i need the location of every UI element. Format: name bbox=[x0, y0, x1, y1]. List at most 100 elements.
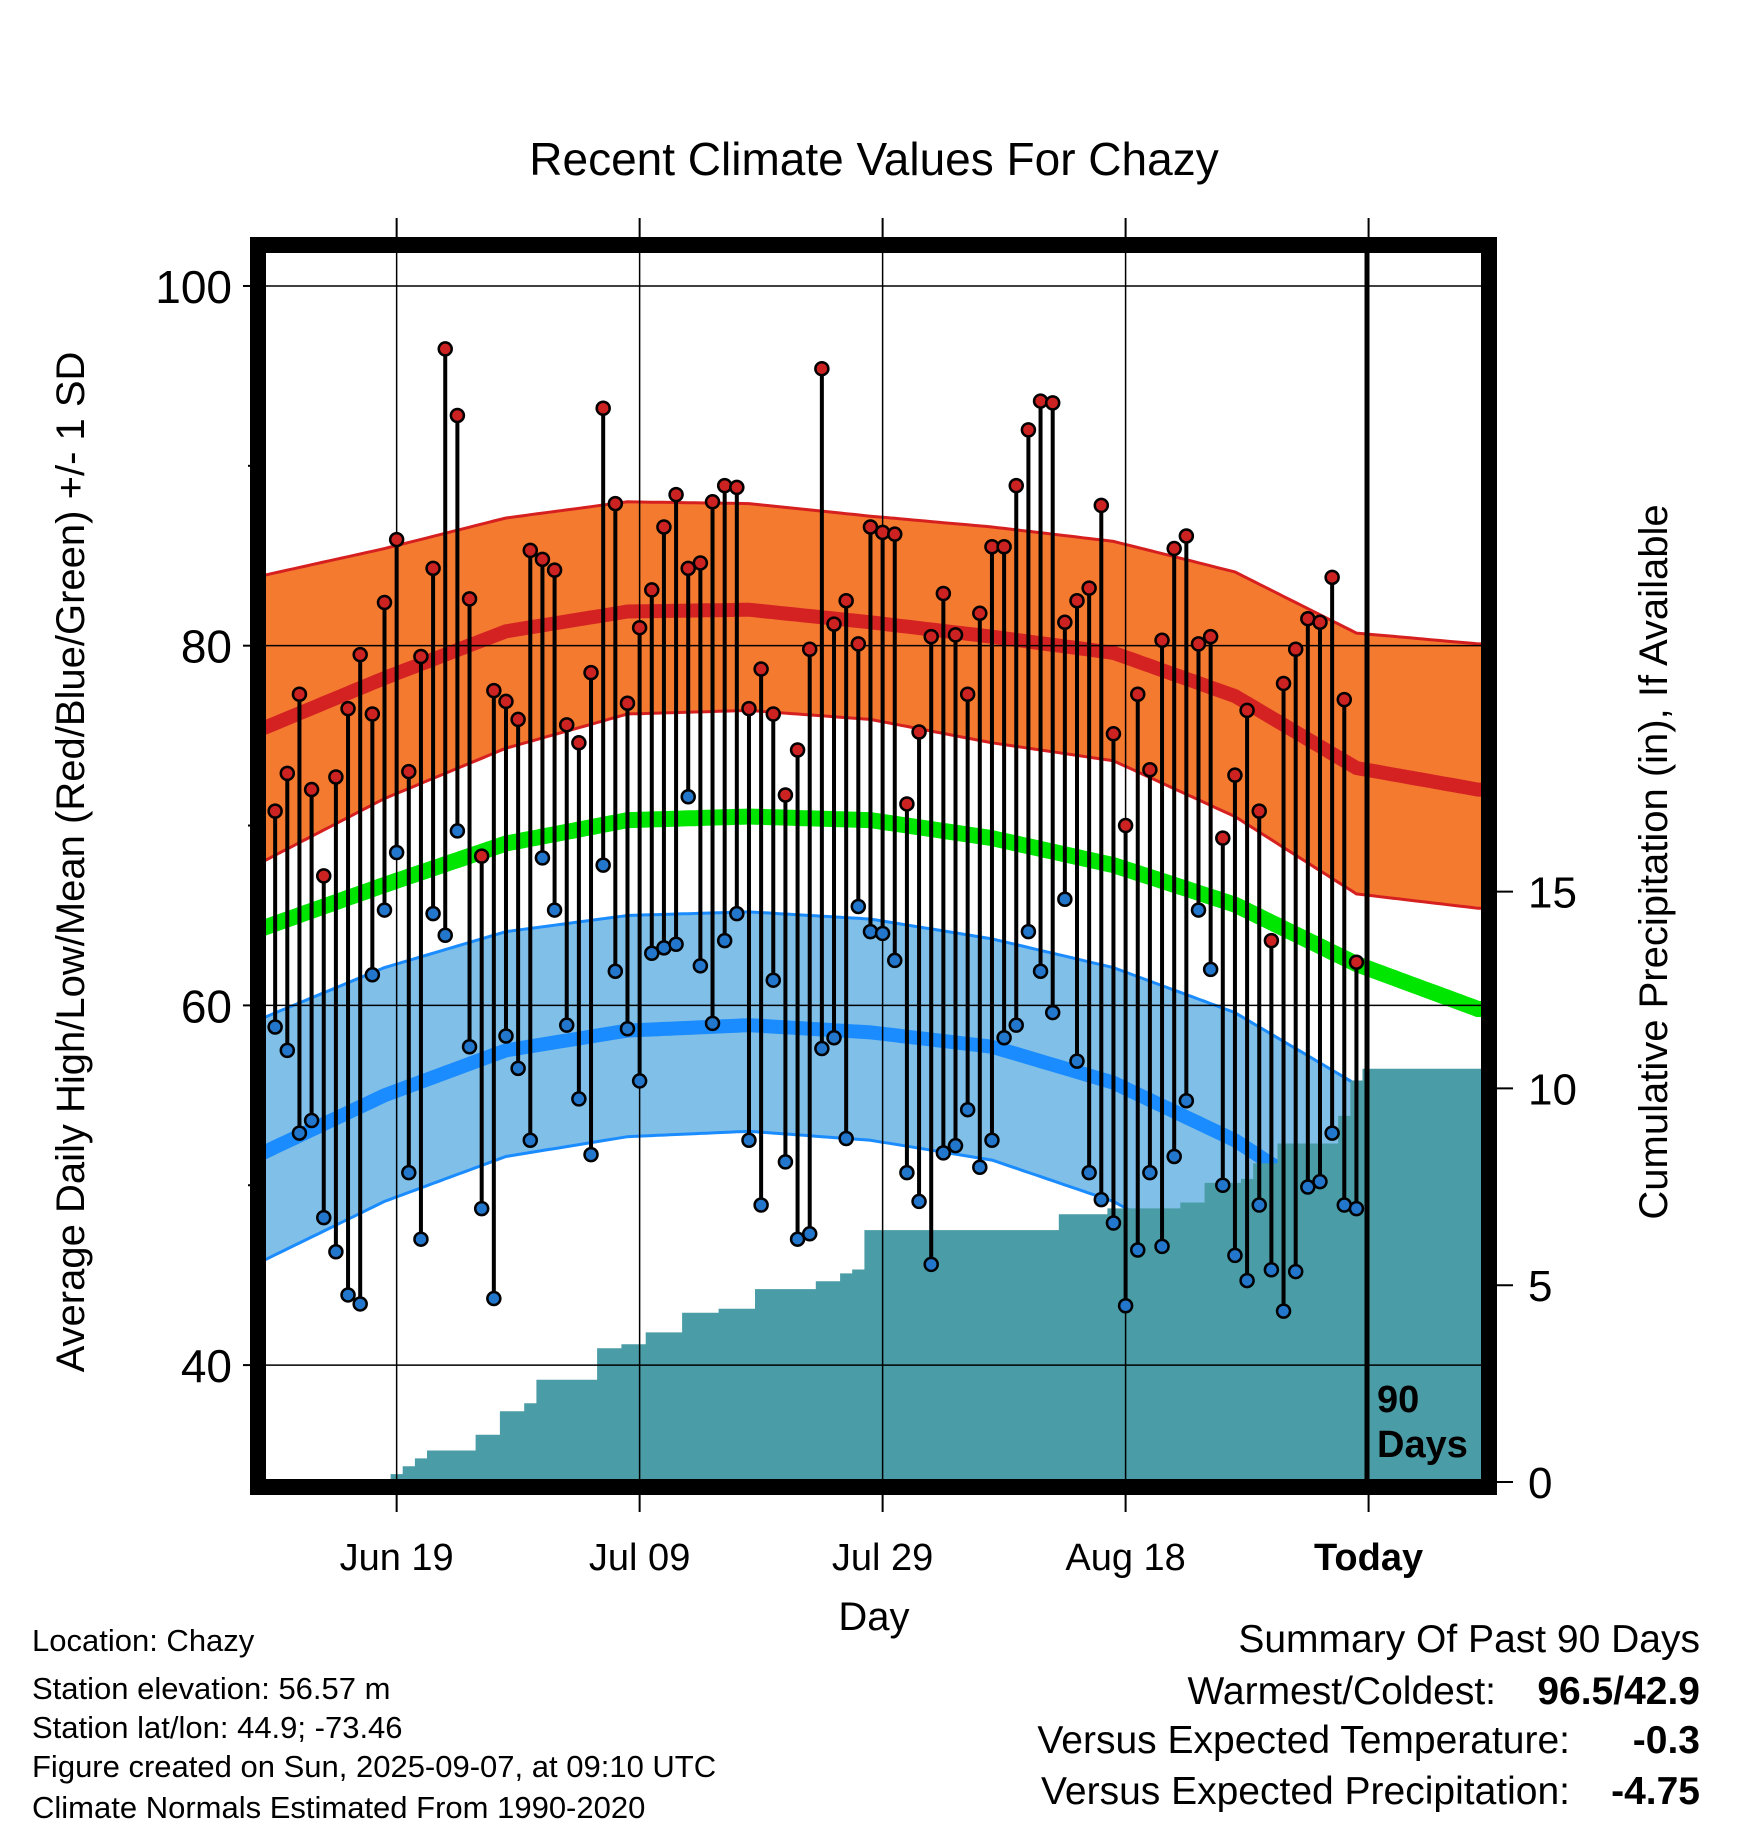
low-point-61 bbox=[996, 1030, 1012, 1046]
high-point-51 bbox=[874, 524, 891, 541]
low-point-12 bbox=[401, 1164, 417, 1181]
y-tick-label-60: 60 bbox=[181, 980, 232, 1032]
y2-tick-label-5: 5 bbox=[1528, 1262, 1552, 1311]
low-point-21 bbox=[510, 1060, 526, 1077]
high-point-76 bbox=[1178, 528, 1195, 544]
high-point-24 bbox=[546, 562, 563, 578]
high-point-82 bbox=[1251, 803, 1267, 819]
low-point-45 bbox=[801, 1226, 818, 1242]
x-tick-label-71: Aug 18 bbox=[1065, 1537, 1185, 1579]
y2-tick-label-15: 15 bbox=[1528, 869, 1577, 918]
low-point-58 bbox=[959, 1101, 976, 1118]
high-point-40 bbox=[741, 700, 757, 717]
low-point-30 bbox=[619, 1021, 636, 1037]
high-point-19 bbox=[486, 682, 502, 699]
high-point-32 bbox=[644, 582, 660, 598]
low-point-28 bbox=[595, 857, 611, 873]
y-axis-label: Average Daily High/Low/Mean (Red/Blue/Gr… bbox=[49, 352, 93, 1373]
high-point-7 bbox=[340, 700, 356, 717]
high-normal-line bbox=[263, 602, 1484, 797]
low-point-5 bbox=[315, 1209, 332, 1226]
low-point-13 bbox=[413, 1231, 429, 1247]
low-point-72 bbox=[1129, 1242, 1146, 1258]
high-point-49 bbox=[850, 636, 867, 652]
low-point-54 bbox=[911, 1193, 927, 1210]
high-point-17 bbox=[461, 591, 478, 607]
low-point-67 bbox=[1069, 1053, 1085, 1069]
low-point-46 bbox=[814, 1040, 830, 1057]
low-point-31 bbox=[631, 1073, 648, 1089]
low-point-10 bbox=[376, 902, 393, 918]
low-point-86 bbox=[1300, 1179, 1316, 1195]
summary-temp-label: Versus Expected Temperature: bbox=[1037, 1719, 1570, 1762]
low-point-83 bbox=[1263, 1262, 1280, 1278]
high-point-80 bbox=[1227, 767, 1243, 783]
low-point-66 bbox=[1057, 891, 1073, 908]
low-point-48 bbox=[838, 1130, 854, 1147]
low-point-29 bbox=[607, 963, 624, 979]
chart-title: Recent Climate Values For Chazy bbox=[529, 133, 1218, 185]
low-point-79 bbox=[1215, 1177, 1231, 1193]
info-location: Location: Chazy bbox=[32, 1623, 255, 1658]
high-point-41 bbox=[753, 661, 769, 677]
low-point-44 bbox=[789, 1231, 806, 1247]
low-point-36 bbox=[692, 958, 709, 974]
today-label-line2: Days bbox=[1377, 1424, 1468, 1466]
precipitation-area bbox=[263, 1068, 1484, 1482]
high-point-11 bbox=[388, 531, 405, 548]
mean-normal-line bbox=[263, 808, 1484, 1017]
low-point-88 bbox=[1324, 1125, 1340, 1141]
low-point-32 bbox=[644, 945, 660, 961]
summary-heading: Summary Of Past 90 Days bbox=[1238, 1618, 1700, 1661]
low-point-84 bbox=[1275, 1303, 1292, 1319]
high-upper-edge bbox=[263, 500, 1484, 646]
low-point-6 bbox=[328, 1244, 344, 1260]
high-point-22 bbox=[522, 542, 539, 559]
low-point-71 bbox=[1117, 1297, 1134, 1314]
x-axis-label: Day bbox=[838, 1595, 909, 1639]
high-point-88 bbox=[1324, 569, 1340, 586]
low-point-73 bbox=[1142, 1164, 1158, 1181]
low-point-1 bbox=[267, 1019, 283, 1035]
low-point-60 bbox=[984, 1132, 1000, 1149]
low-point-90 bbox=[1348, 1200, 1365, 1217]
high-point-20 bbox=[498, 693, 514, 710]
low-point-24 bbox=[546, 902, 563, 918]
high-point-55 bbox=[923, 628, 939, 645]
high-point-73 bbox=[1142, 762, 1158, 778]
low-point-34 bbox=[668, 936, 684, 952]
low-point-75 bbox=[1166, 1148, 1182, 1165]
high-point-57 bbox=[947, 627, 964, 643]
low-point-74 bbox=[1154, 1238, 1170, 1255]
low-point-59 bbox=[972, 1159, 988, 1176]
low-point-20 bbox=[498, 1028, 514, 1044]
high-point-69 bbox=[1093, 497, 1110, 514]
summary-warm-label: Warmest/Coldest: bbox=[1188, 1670, 1496, 1713]
low-point-53 bbox=[899, 1164, 915, 1181]
high-point-87 bbox=[1312, 614, 1328, 631]
high-point-70 bbox=[1105, 726, 1122, 742]
low-point-2 bbox=[279, 1042, 296, 1059]
high-point-38 bbox=[716, 477, 733, 494]
high-point-25 bbox=[558, 717, 575, 733]
low-point-76 bbox=[1178, 1092, 1195, 1109]
high-point-30 bbox=[619, 695, 636, 711]
high-point-6 bbox=[328, 769, 344, 785]
precip-cumulative bbox=[263, 1068, 1484, 1482]
low-point-85 bbox=[1287, 1263, 1304, 1280]
low-point-9 bbox=[364, 967, 381, 983]
x-tick-label-31: Jul 09 bbox=[589, 1537, 690, 1579]
summary-panel: Summary Of Past 90 Days Warmest/Coldest:… bbox=[1037, 1618, 1700, 1813]
high-point-33 bbox=[656, 519, 672, 535]
low-point-62 bbox=[1008, 1017, 1025, 1033]
low-point-50 bbox=[862, 923, 879, 940]
low-point-87 bbox=[1312, 1173, 1328, 1190]
summary-temp-value: -0.3 bbox=[1633, 1719, 1700, 1762]
summary-precip-label: Versus Expected Precipitation: bbox=[1041, 1770, 1570, 1813]
low-point-22 bbox=[522, 1132, 539, 1149]
high-point-21 bbox=[510, 711, 526, 728]
high-point-54 bbox=[911, 724, 927, 740]
high-point-3 bbox=[291, 686, 308, 702]
low-point-27 bbox=[583, 1146, 599, 1163]
